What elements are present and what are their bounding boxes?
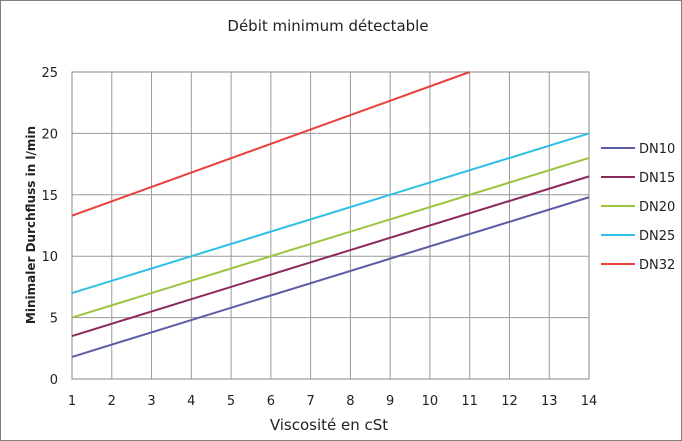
y-tick-label: 25 (41, 66, 58, 81)
x-tick-label: 8 (346, 394, 354, 409)
x-tick-label: 5 (227, 394, 235, 409)
x-axis-ticks: 1 2 3 4 5 6 7 8 9 10 11 12 13 14 (68, 394, 597, 409)
series-line-dn20 (71, 157, 590, 319)
legend-label: DN10 (639, 142, 675, 157)
x-tick-label: 1 (68, 394, 76, 409)
x-tick-label: 2 (108, 394, 116, 409)
y-tick-label: 5 (50, 312, 58, 327)
series-lines (71, 71, 590, 358)
series-line-dn25 (71, 132, 590, 294)
plot-border (71, 71, 590, 380)
x-tick-label: 13 (541, 394, 558, 409)
x-tick-label: 14 (581, 394, 598, 409)
legend-label: DN32 (639, 258, 675, 273)
legend-label: DN15 (639, 171, 675, 186)
legend-label: DN20 (639, 200, 675, 215)
x-tick-label: 12 (501, 394, 518, 409)
y-axis-title: Minimaler Durchfluss in l/min (24, 126, 38, 324)
x-tick-label: 7 (306, 394, 314, 409)
legend: DN10 DN15 DN20 DN25 DN32 (601, 142, 675, 273)
y-tick-label: 0 (50, 373, 58, 388)
legend-label: DN25 (639, 229, 675, 244)
series-line-dn32 (71, 71, 471, 217)
x-axis-title: Viscosité en cSt (270, 416, 388, 434)
x-tick-label: 10 (422, 394, 439, 409)
x-tick-label: 11 (461, 394, 478, 409)
y-tick-label: 20 (41, 127, 58, 142)
series-line-dn15 (71, 175, 590, 337)
chart-title: Débit minimum détectable (227, 17, 428, 35)
x-tick-label: 9 (386, 394, 394, 409)
x-tick-label: 3 (147, 394, 155, 409)
y-axis-ticks: 0 5 10 15 20 25 (41, 66, 58, 388)
series-line-dn10 (71, 196, 590, 358)
x-tick-label: 6 (267, 394, 275, 409)
x-tick-label: 4 (187, 394, 195, 409)
y-tick-label: 15 (41, 189, 58, 204)
y-tick-label: 10 (41, 250, 58, 265)
